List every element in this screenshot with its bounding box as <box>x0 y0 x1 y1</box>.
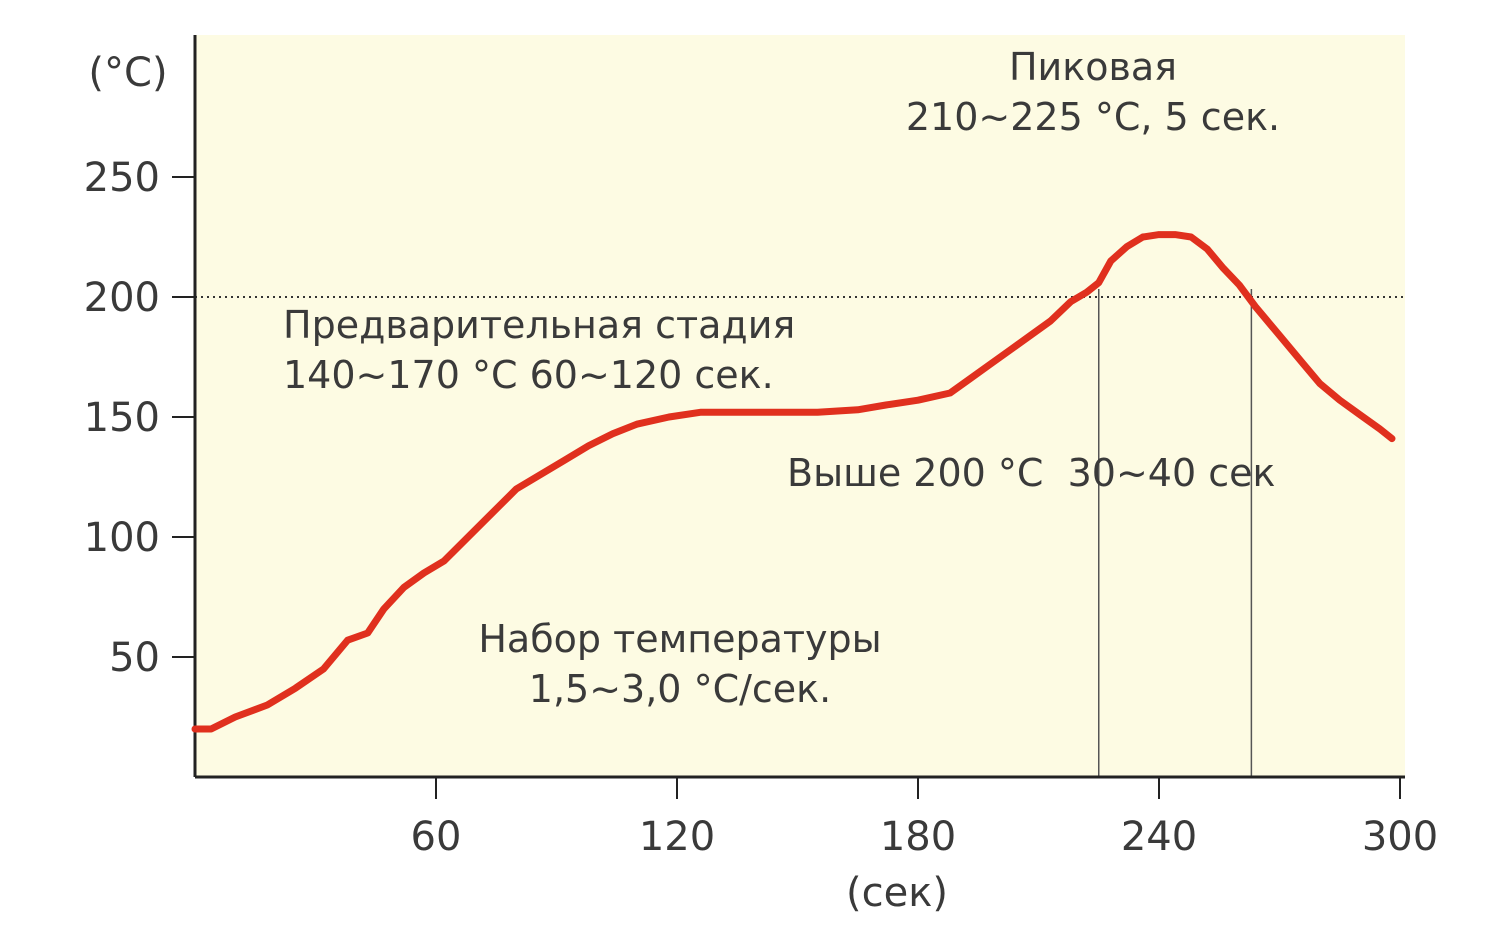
y-tick-label: 100 <box>84 515 160 561</box>
annotation-ramp-line1: Набор температуры <box>478 617 881 661</box>
y-tick-label: 250 <box>84 155 160 201</box>
x-tick-label: 120 <box>639 814 715 860</box>
x-tick-label: 300 <box>1362 814 1438 860</box>
y-tick-label: 200 <box>84 275 160 321</box>
y-tick-label: 50 <box>109 635 160 681</box>
annotation-ramp-line2: 1,5~3,0 °C/сек. <box>529 667 831 711</box>
annotation-above-200: Выше 200 °C 30~40 сек <box>787 451 1275 495</box>
x-tick-label: 240 <box>1121 814 1197 860</box>
y-tick-label: 150 <box>84 395 160 441</box>
y-axis-title: (°C) <box>88 50 167 96</box>
annotation-preheat-line2: 140~170 °C 60~120 сек. <box>283 353 774 397</box>
annotation-preheat-line1: Предварительная стадия <box>283 303 795 347</box>
plot-background <box>195 35 1405 777</box>
temperature-profile-line <box>191 231 1396 733</box>
x-tick-label: 60 <box>411 814 462 860</box>
x-axis-title: (сек) <box>846 870 948 916</box>
annotation-peak-line2: 210~225 °C, 5 сек. <box>906 95 1280 139</box>
axes: 50 100 150 200 250 60 120 180 240 300 <box>84 35 1438 860</box>
annotation-peak-line1: Пиковая <box>1009 45 1177 89</box>
reference-lines <box>195 289 1405 777</box>
x-tick-label: 180 <box>880 814 956 860</box>
series-layer <box>191 231 1396 733</box>
